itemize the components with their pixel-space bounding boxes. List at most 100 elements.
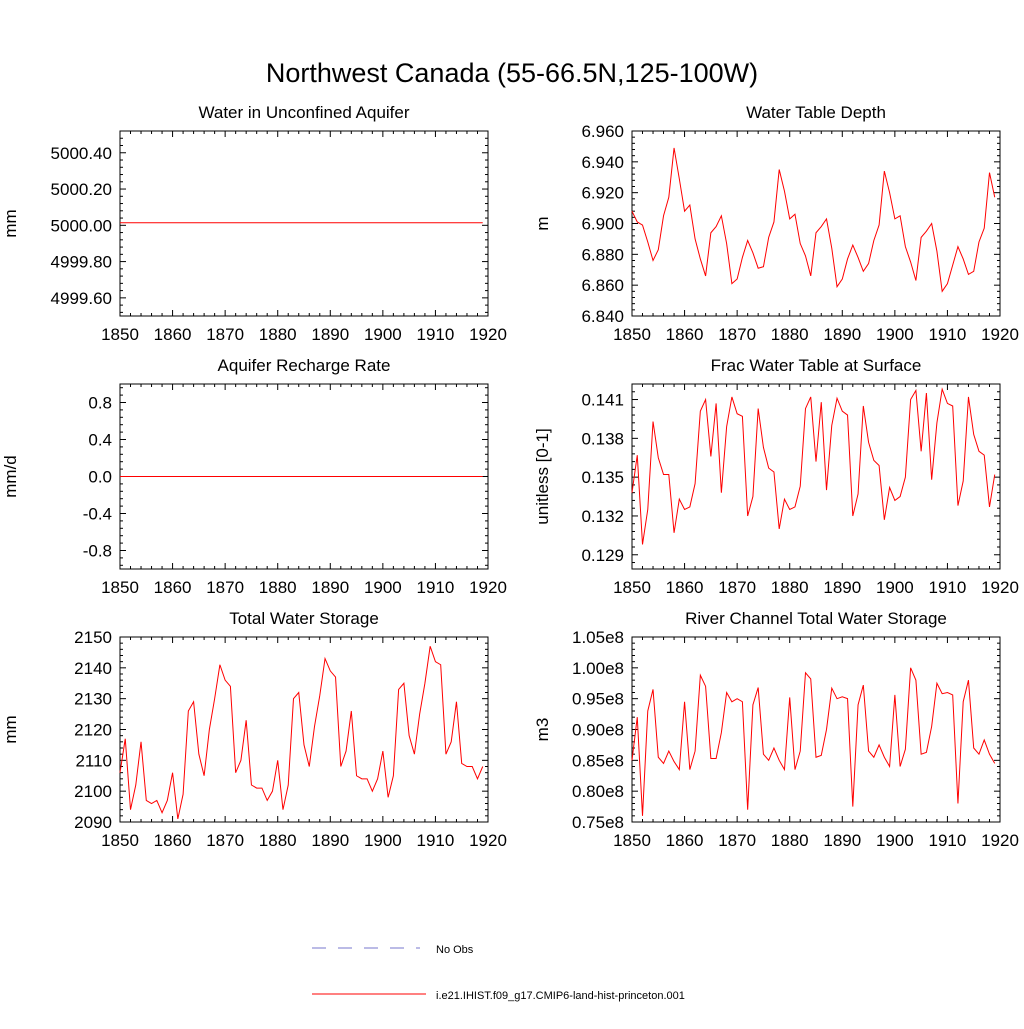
x-tick-label: 1920 [469, 325, 507, 344]
x-tick-label: 1920 [469, 831, 507, 850]
y-tick-label: 6.940 [581, 153, 624, 172]
x-tick-label: 1880 [259, 325, 297, 344]
x-tick-label: 1880 [259, 578, 297, 597]
x-tick-label: 1850 [101, 831, 139, 850]
x-tick-label: 1870 [206, 831, 244, 850]
x-tick-label: 1890 [823, 578, 861, 597]
x-tick-label: 1920 [981, 325, 1019, 344]
plot-frame [631, 383, 1001, 570]
y-tick-label: 2150 [74, 628, 112, 647]
y-axis-label: unitless [0-1] [533, 428, 552, 524]
x-tick-label: 1900 [364, 578, 402, 597]
y-tick-label: 2120 [74, 721, 112, 740]
y-tick-label: 4999.80 [51, 253, 112, 272]
panel-title: Total Water Storage [229, 609, 379, 628]
y-axis-label: m [533, 216, 552, 230]
x-tick-label: 1860 [154, 578, 192, 597]
y-tick-label: 6.900 [581, 215, 624, 234]
y-tick-label: 0.132 [581, 507, 624, 526]
x-tick-label: 1910 [929, 831, 967, 850]
legend-label-no-obs: No Obs [436, 944, 474, 956]
x-tick-label: 1920 [981, 831, 1019, 850]
x-tick-label: 1900 [364, 831, 402, 850]
y-tick-label: 6.880 [581, 245, 624, 264]
panels-group: Water in Unconfined Aquifer 1850 1860 1870 1… [1, 103, 1019, 850]
panel-title: Aquifer Recharge Rate [218, 356, 391, 375]
y-tick-label: -0.8 [83, 542, 112, 561]
chart-panel-6: River Channel Total Water Storage 1850 186… [533, 609, 1019, 850]
y-axis-label: m3 [533, 718, 552, 742]
chart-panel-3: Aquifer Recharge Rate 1850 1860 1870 1880 189… [1, 356, 507, 597]
x-tick-label: 1860 [666, 831, 704, 850]
y-tick-label: 0.90e8 [572, 721, 624, 740]
y-tick-label: 1.05e8 [572, 628, 624, 647]
chart-panel-4: Frac Water Table at Surface 1850 1860 1870 1… [533, 356, 1019, 597]
y-tick-label: 5000.20 [51, 180, 112, 199]
x-tick-label: 1910 [417, 578, 455, 597]
y-tick-label: 2090 [74, 813, 112, 832]
panel-title: Frac Water Table at Surface [711, 356, 922, 375]
y-tick-label: 2140 [74, 659, 112, 678]
x-tick-label: 1850 [101, 325, 139, 344]
x-tick-label: 1860 [666, 578, 704, 597]
y-tick-label: 0.80e8 [572, 782, 624, 801]
chart-panel-1: Water in Unconfined Aquifer 1850 1860 1870 1… [1, 103, 507, 344]
x-tick-label: 1870 [718, 325, 756, 344]
y-tick-label: 2110 [75, 751, 112, 770]
y-tick-label: 0.95e8 [572, 690, 624, 709]
x-tick-label: 1910 [417, 325, 455, 344]
y-axis-label: mm [1, 715, 20, 743]
series-line [119, 646, 484, 820]
x-tick-label: 1880 [771, 325, 809, 344]
y-tick-label: 0.4 [88, 431, 112, 450]
y-tick-label: 6.920 [581, 184, 624, 203]
x-tick-label: 1880 [771, 578, 809, 597]
x-tick-label: 1890 [823, 831, 861, 850]
x-tick-label: 1910 [929, 578, 967, 597]
x-tick-label: 1850 [613, 578, 651, 597]
x-tick-label: 1860 [666, 325, 704, 344]
x-tick-label: 1900 [364, 325, 402, 344]
x-tick-label: 1900 [876, 831, 914, 850]
x-tick-label: 1900 [876, 578, 914, 597]
x-tick-label: 1890 [311, 831, 349, 850]
y-tick-label: 0.8 [88, 394, 112, 413]
x-tick-label: 1870 [718, 578, 756, 597]
x-tick-label: 1900 [876, 325, 914, 344]
y-tick-label: 0.135 [581, 468, 624, 487]
y-tick-label: 0.141 [581, 391, 624, 410]
y-tick-label: 1.00e8 [572, 659, 624, 678]
panel-title: Water in Unconfined Aquifer [198, 103, 409, 122]
x-tick-label: 1890 [823, 325, 861, 344]
series-line [631, 667, 996, 816]
x-tick-label: 1890 [311, 325, 349, 344]
x-tick-label: 1880 [771, 831, 809, 850]
x-tick-label: 1870 [718, 831, 756, 850]
y-axis-label: mm [1, 209, 20, 237]
plot-frame [119, 130, 489, 317]
chart-panel-5: Total Water Storage 1850 1860 1870 1880 1890 1… [1, 609, 507, 850]
x-tick-label: 1880 [259, 831, 297, 850]
panel-title: River Channel Total Water Storage [685, 609, 947, 628]
x-tick-label: 1850 [613, 325, 651, 344]
x-tick-label: 1890 [311, 578, 349, 597]
x-tick-label: 1850 [613, 831, 651, 850]
y-tick-label: -0.4 [83, 505, 112, 524]
y-tick-label: 0.85e8 [572, 751, 624, 770]
x-tick-label: 1850 [101, 578, 139, 597]
y-tick-label: 2100 [74, 782, 112, 801]
chart-panel-2: Water Table Depth 1850 1860 1870 1880 1890 190… [533, 103, 1019, 344]
y-tick-label: 0.0 [88, 468, 112, 487]
x-tick-label: 1920 [981, 578, 1019, 597]
series-line [631, 147, 996, 293]
y-tick-label: 2130 [74, 690, 112, 709]
y-tick-label: 6.860 [581, 276, 624, 295]
x-tick-label: 1910 [417, 831, 455, 850]
y-tick-label: 6.960 [581, 122, 624, 141]
x-tick-label: 1860 [154, 831, 192, 850]
y-tick-label: 5000.40 [51, 144, 112, 163]
y-tick-label: 4999.60 [51, 289, 112, 308]
y-axis-label: mm/d [1, 455, 20, 498]
